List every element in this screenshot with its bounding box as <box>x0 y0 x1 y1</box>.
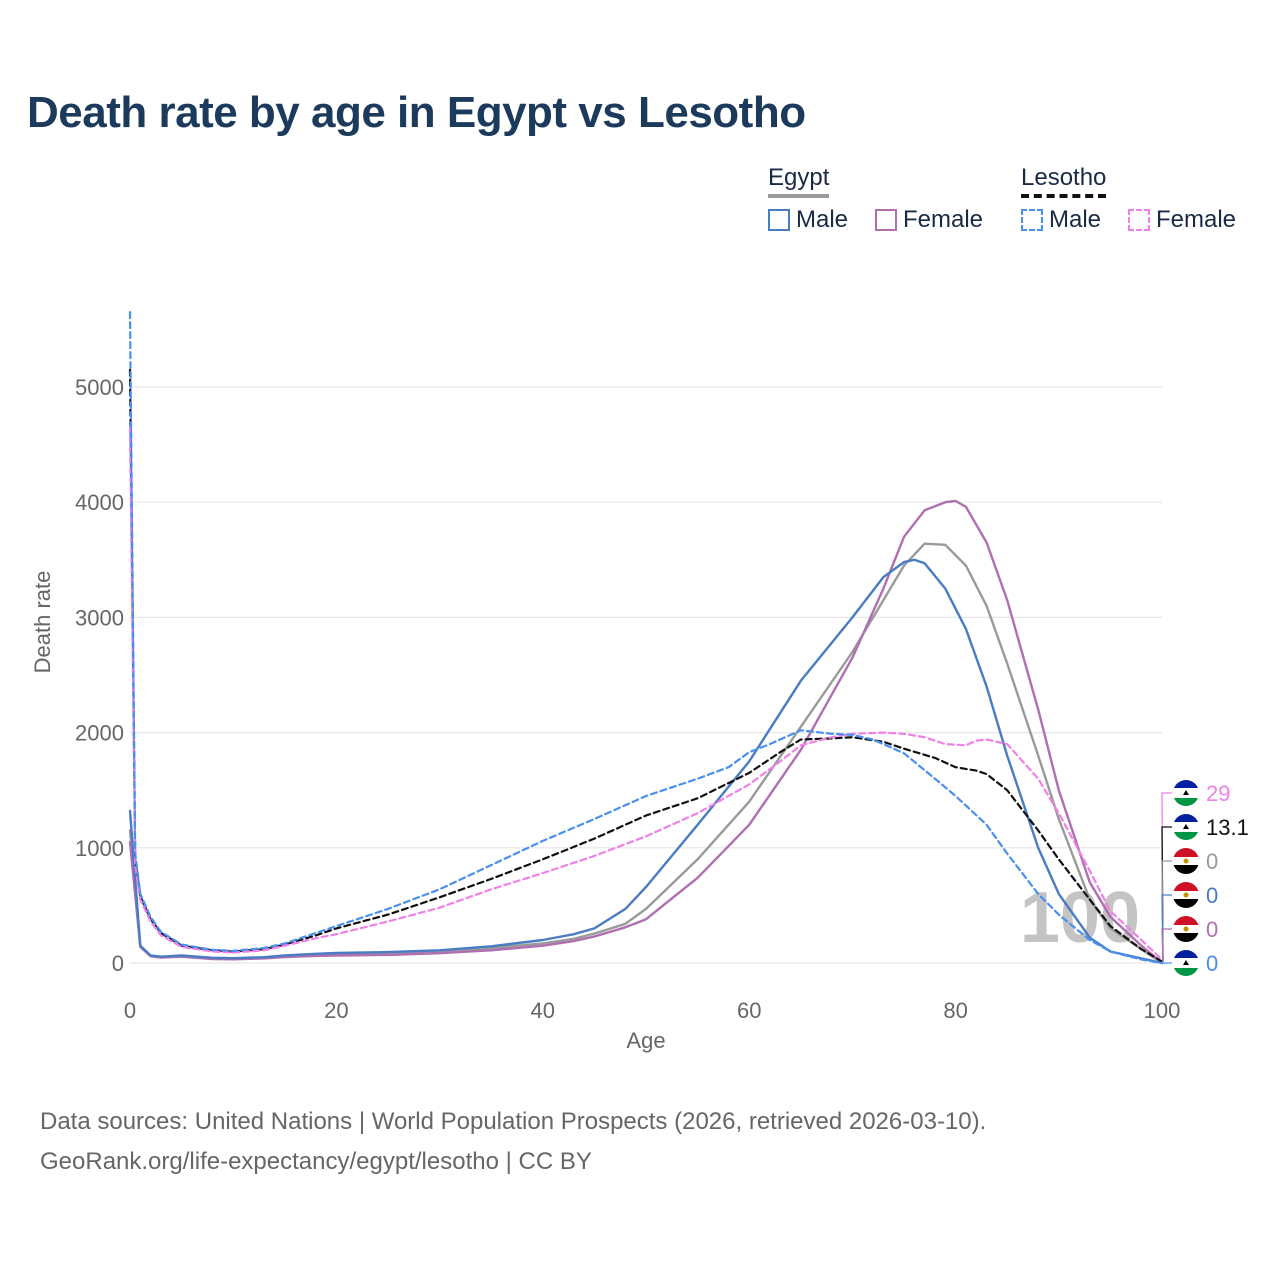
x-axis-ticks: 0 20 40 60 80 100 <box>124 998 1180 1023</box>
x-tick-label: 80 <box>943 998 967 1023</box>
y-axis-label: Death rate <box>30 571 55 674</box>
legend-swatch-egypt-male <box>768 209 790 231</box>
x-tick-label: 100 <box>1144 998 1181 1023</box>
legend-group-lesotho-label: Lesotho <box>1021 164 1107 191</box>
series-line-egypt-male[interactable] <box>128 558 1164 965</box>
lesotho-flag-icon <box>1173 950 1199 976</box>
watermark-age: 100 <box>1020 878 1140 958</box>
y-tick-label: 1000 <box>75 836 124 861</box>
end-label-value: 0 <box>1206 849 1218 874</box>
y-axis-ticks: 0 1000 2000 3000 4000 5000 <box>75 375 124 976</box>
x-tick-label: 0 <box>124 998 136 1023</box>
legend-item-lesotho-female[interactable]: Female <box>1128 206 1236 234</box>
y-tick-label: 5000 <box>75 375 124 400</box>
y-tick-label: 2000 <box>75 721 124 746</box>
x-tick-label: 20 <box>324 998 348 1023</box>
end-label-value: 0 <box>1206 951 1218 976</box>
legend-item-label: Female <box>1156 206 1237 233</box>
legend-group-egypt[interactable]: Egypt <box>768 164 830 198</box>
end-label-connector <box>1161 928 1172 964</box>
y-tick-label: 4000 <box>75 490 124 515</box>
end-label-value: 29 <box>1206 781 1230 806</box>
legend-lesotho-line-swatch <box>1021 194 1107 198</box>
legend-swatch-lesotho-female <box>1128 209 1150 231</box>
x-axis-label: Age <box>626 1028 665 1053</box>
series-line-lesotho-male[interactable] <box>128 311 1164 965</box>
legend-item-egypt-male[interactable]: Male <box>768 206 848 234</box>
egypt-flag-icon <box>1173 848 1199 874</box>
lesotho-flag-icon <box>1173 814 1199 840</box>
x-tick-label: 40 <box>531 998 555 1023</box>
legend-item-label: Female <box>903 206 984 233</box>
y-tick-label: 3000 <box>75 605 124 630</box>
legend-item-label: Male <box>796 206 849 233</box>
legend-item-lesotho-male[interactable]: Male <box>1021 206 1101 234</box>
legend-group-lesotho[interactable]: Lesotho <box>1021 164 1107 198</box>
end-label-connector <box>1161 792 1172 960</box>
x-tick-label: 60 <box>737 998 761 1023</box>
lesotho-flag-icon <box>1173 780 1199 806</box>
end-label-connector <box>1161 860 1172 964</box>
legend-item-label: Male <box>1049 206 1102 233</box>
y-tick-label: 0 <box>112 951 124 976</box>
footer-sources: Data sources: United Nations | World Pop… <box>40 1108 987 1135</box>
series-line-lesotho-female[interactable] <box>128 426 1164 961</box>
legend-swatch-lesotho-male <box>1021 209 1043 231</box>
end-label-connector <box>1161 826 1172 962</box>
legend-group-egypt-label: Egypt <box>768 164 830 191</box>
legend-egypt-line-swatch <box>768 194 830 198</box>
egypt-flag-icon <box>1173 916 1199 942</box>
legend-item-egypt-female[interactable]: Female <box>875 206 983 234</box>
series-lines <box>128 311 1164 965</box>
egypt-flag-icon <box>1173 882 1199 908</box>
end-labels: 29 13.1 0 0 0 0 <box>1161 780 1249 976</box>
line-chart: 100 0 1000 2000 3000 4000 5000 0 20 40 60 80 100 A… <box>30 311 1249 1053</box>
footer-link[interactable]: GeoRank.org/life-expectancy/egypt/lesoth… <box>40 1148 592 1175</box>
end-label-value: 0 <box>1206 883 1218 908</box>
end-label-value: 0 <box>1206 917 1218 942</box>
gridlines <box>130 386 1162 964</box>
end-label-value: 13.1 <box>1206 815 1249 840</box>
chart-title: Death rate by age in Egypt vs Lesotho <box>27 88 806 137</box>
legend-swatch-egypt-female <box>875 209 897 231</box>
